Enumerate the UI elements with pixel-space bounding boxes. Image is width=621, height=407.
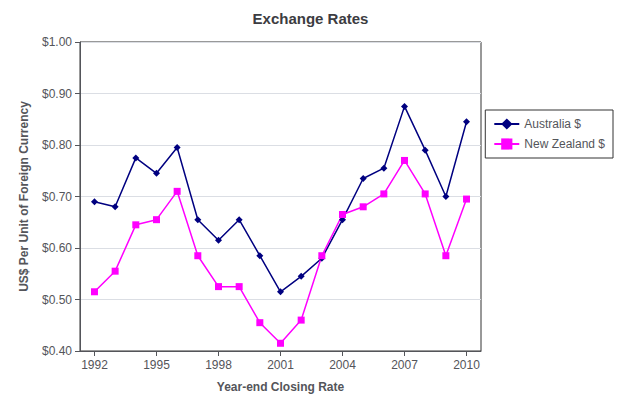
svg-text:2007: 2007 [391,358,418,372]
svg-text:US$ Per Unit of Foreign Curren: US$ Per Unit of Foreign Currency [17,101,31,292]
svg-text:Exchange Rates: Exchange Rates [253,10,369,27]
svg-text:1995: 1995 [143,358,170,372]
svg-text:$1.00: $1.00 [42,35,72,49]
svg-text:$0.80: $0.80 [42,138,72,152]
svg-text:Year-end Closing Rate: Year-end Closing Rate [217,380,345,394]
svg-text:Australia $: Australia $ [524,117,581,131]
svg-text:$0.70: $0.70 [42,190,72,204]
svg-text:New Zealand $: New Zealand $ [524,137,605,151]
svg-text:$0.50: $0.50 [42,293,72,307]
svg-text:2010: 2010 [453,358,480,372]
svg-text:1998: 1998 [205,358,232,372]
svg-text:1992: 1992 [81,358,108,372]
svg-text:2001: 2001 [267,358,294,372]
svg-text:$0.60: $0.60 [42,241,72,255]
svg-text:2004: 2004 [329,358,356,372]
svg-text:$0.40: $0.40 [42,344,72,358]
svg-text:$0.90: $0.90 [42,87,72,101]
